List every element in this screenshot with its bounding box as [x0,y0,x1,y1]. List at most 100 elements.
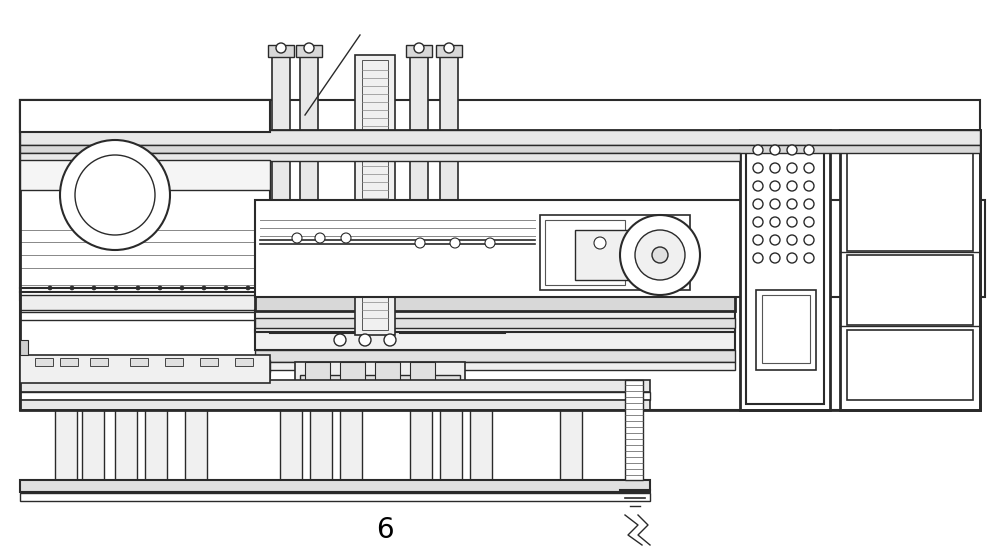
Bar [840,130,980,410]
Circle shape [770,181,780,191]
Circle shape [770,145,780,155]
Circle shape [485,238,495,248]
Bar [300,55,318,330]
Bar [20,130,980,145]
Bar [255,330,735,350]
Bar [255,200,985,297]
Circle shape [804,145,814,155]
Bar [406,45,432,57]
Circle shape [414,43,424,53]
Circle shape [635,230,685,280]
Circle shape [753,235,763,245]
Bar [20,493,650,501]
Circle shape [60,140,170,250]
Bar [355,55,395,335]
Bar [145,390,167,500]
Circle shape [787,145,797,155]
Circle shape [787,253,797,263]
Bar [20,340,28,355]
Bar [762,295,810,363]
Circle shape [224,286,228,290]
Bar [255,310,735,332]
Bar [165,358,183,366]
Bar [20,130,980,410]
Circle shape [75,155,155,235]
Circle shape [787,199,797,209]
Bar [746,136,824,404]
Circle shape [594,237,606,249]
Bar [375,362,400,384]
Bar [20,100,270,132]
Bar [740,130,830,410]
Circle shape [804,181,814,191]
Bar [405,230,500,325]
Bar [275,230,370,325]
Bar [20,100,980,410]
Bar [235,358,253,366]
Bar [200,358,218,366]
Bar [300,375,460,387]
Bar [185,390,207,500]
Circle shape [804,217,814,227]
Bar [560,390,582,500]
Bar [272,55,290,330]
Bar [756,290,816,370]
Circle shape [753,181,763,191]
Circle shape [804,235,814,245]
Circle shape [770,199,780,209]
Circle shape [292,233,302,243]
Text: 6: 6 [376,516,394,544]
Bar [20,392,650,400]
Circle shape [753,253,763,263]
Circle shape [70,286,74,290]
Bar [255,318,735,328]
Circle shape [92,286,96,290]
Bar [340,390,362,500]
Bar [280,390,302,500]
Bar [268,45,294,57]
Circle shape [359,334,371,346]
Circle shape [384,334,396,346]
Circle shape [315,233,325,243]
Circle shape [787,217,797,227]
Bar [60,358,78,366]
Bar [82,390,104,500]
Bar [410,390,432,500]
Bar [470,390,492,500]
Circle shape [753,217,763,227]
Bar [847,330,973,400]
Bar [540,215,690,290]
Bar [20,370,270,378]
Bar [20,355,270,383]
Circle shape [753,199,763,209]
Circle shape [136,286,140,290]
Bar [847,136,973,251]
Circle shape [341,233,351,243]
Bar [20,295,270,310]
Circle shape [770,163,780,173]
Bar [305,362,330,384]
Circle shape [450,238,460,248]
Bar [410,362,435,384]
Bar [55,390,77,500]
Bar [440,390,462,500]
Circle shape [304,43,314,53]
Circle shape [620,215,700,295]
Bar [20,100,270,300]
Circle shape [158,286,162,290]
Circle shape [202,286,206,290]
Circle shape [180,286,184,290]
Bar [436,45,462,57]
Bar [362,60,388,330]
Bar [340,362,365,384]
Circle shape [804,163,814,173]
Circle shape [246,286,250,290]
Bar [130,358,148,366]
Circle shape [787,163,797,173]
Bar [545,220,625,285]
Circle shape [770,235,780,245]
Circle shape [444,43,454,53]
Circle shape [753,145,763,155]
Circle shape [804,199,814,209]
Circle shape [415,238,425,248]
